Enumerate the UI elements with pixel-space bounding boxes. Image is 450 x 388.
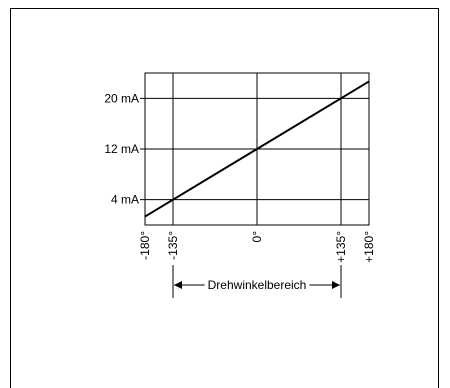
current-angle-chart: 4 mA 12 mA 20 mA -180° -135° 0° +135° +180° Dre…: [104, 72, 376, 298]
x-tick-label: +180°: [362, 231, 376, 263]
y-tick-label: 12 mA: [104, 142, 139, 156]
range-label: Drehwinkelbereich: [208, 278, 307, 292]
plot-area: [144, 72, 370, 226]
figure-frame: [10, 8, 439, 388]
x-tick-label: +135°: [334, 231, 348, 263]
x-tick-label: -135°: [166, 231, 180, 260]
x-tick-label: 0°: [250, 231, 264, 243]
range-arrow-right-head: [332, 281, 340, 289]
x-tick-label: -180°: [138, 231, 152, 260]
y-tick-label: 20 mA: [104, 91, 139, 105]
y-tick-label: 4 mA: [111, 193, 139, 207]
range-arrow-left-head: [174, 281, 182, 289]
series-line: [144, 80, 370, 218]
